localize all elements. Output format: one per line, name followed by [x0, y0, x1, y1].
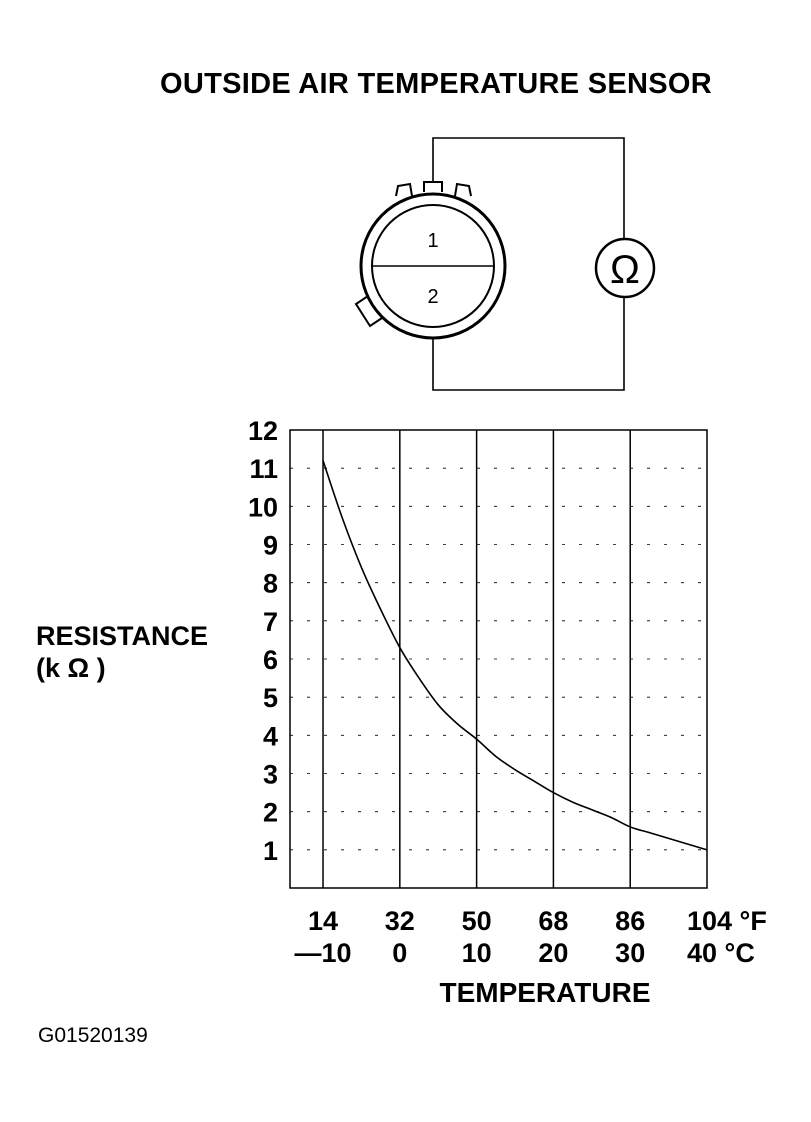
- x-tick-label-c: 20: [538, 938, 568, 968]
- y-tick-label: 1: [263, 836, 278, 866]
- y-tick-label: 7: [263, 607, 278, 637]
- y-tick-label: 5: [263, 683, 278, 713]
- connector-tab-center: [423, 181, 443, 192]
- x-tick-label-f: 68: [538, 906, 568, 936]
- x-tick-label-f: 86: [615, 906, 645, 936]
- x-tick-label-f: 50: [462, 906, 492, 936]
- wire-top: [432, 137, 625, 240]
- x-tick-labels-celsius: —10 0 10 20 30 40 °C: [294, 938, 754, 968]
- x-tick-label-c: 30: [615, 938, 645, 968]
- y-tick-label: 4: [263, 721, 278, 751]
- figure-code: G01520139: [38, 1024, 148, 1047]
- connector-tab-left: [395, 182, 413, 197]
- y-axis-label-line2: (k Ω ): [36, 653, 106, 683]
- wire-bottom: [432, 296, 625, 391]
- y-tick-label: 8: [263, 569, 278, 599]
- x-tick-label-f: 32: [385, 906, 415, 936]
- x-tick-labels-fahrenheit: 14 32 50 68 86 104 °F: [308, 906, 767, 936]
- ohmmeter-icon: Ω: [594, 237, 656, 299]
- ohm-symbol: Ω: [610, 248, 640, 292]
- x-axis-label: TEMPERATURE: [439, 977, 650, 1008]
- sensor-connector-diagram: 1 2 Ω: [354, 137, 656, 391]
- x-tick-label-c: 10: [462, 938, 492, 968]
- y-tick-label: 2: [263, 798, 278, 828]
- chart-gridlines: [290, 430, 707, 888]
- x-tick-label-c: 40 °C: [687, 938, 755, 968]
- y-tick-label: 3: [263, 760, 278, 790]
- x-tick-label-f: 14: [308, 906, 338, 936]
- connector-tab-right: [454, 182, 472, 197]
- page-title: OUTSIDE AIR TEMPERATURE SENSOR: [160, 68, 712, 100]
- terminal-2-label: 2: [427, 286, 438, 308]
- x-tick-label-f: 104 °F: [687, 906, 767, 936]
- y-tick-label: 12: [248, 416, 278, 446]
- y-tick-label: 11: [249, 454, 278, 484]
- y-tick-label: 6: [263, 645, 278, 675]
- y-tick-label: 9: [263, 531, 278, 561]
- y-axis-label: RESISTANCE (k Ω ): [36, 620, 208, 684]
- y-tick-label: 10: [248, 492, 278, 522]
- x-tick-label-c: 0: [392, 938, 407, 968]
- plot-area-frame: [289, 429, 708, 889]
- x-tick-label-c: —10: [294, 938, 351, 968]
- connector-latch: [354, 295, 383, 328]
- resistance-curve: [322, 460, 708, 851]
- y-axis-label-line1: RESISTANCE: [36, 621, 209, 651]
- terminal-1-label: 1: [427, 230, 438, 252]
